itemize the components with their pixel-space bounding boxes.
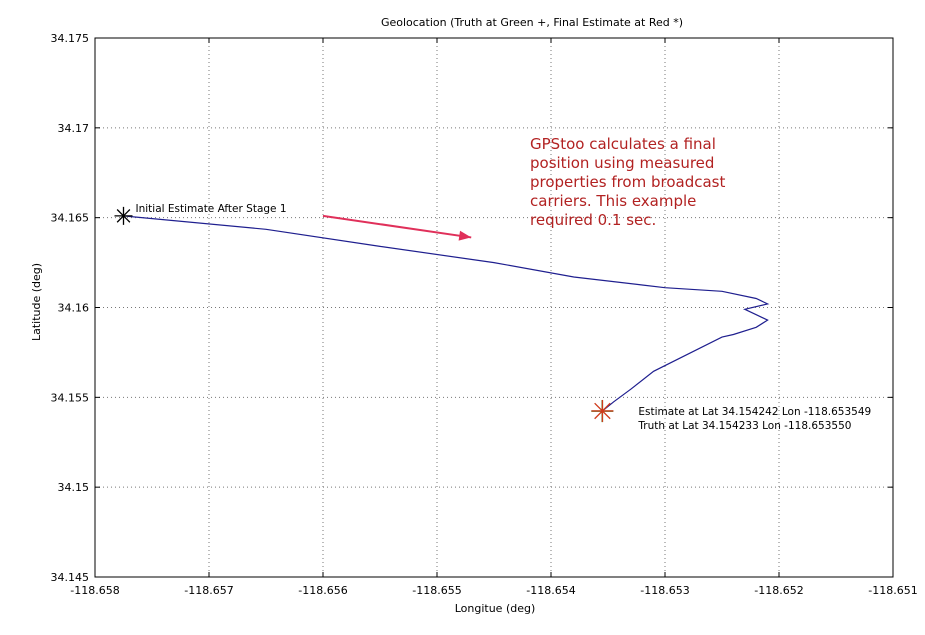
callout-line: GPStoo calculates a final: [530, 135, 716, 153]
callout-line: required 0.1 sec.: [530, 211, 656, 229]
callout-line: position using measured: [530, 154, 714, 172]
x-axis-title: Longitue (deg): [455, 602, 536, 615]
x-tick-label: -118.651: [868, 584, 917, 597]
x-tick-label: -118.658: [70, 584, 119, 597]
callout-line: properties from broadcast: [530, 173, 725, 191]
x-tick-label: -118.652: [754, 584, 803, 597]
y-tick-label: 34.165: [51, 212, 90, 225]
y-axis-title: Latitude (deg): [30, 263, 43, 341]
plot-area: -118.658 -118.657 -118.656 -118.655 -118.654…: [51, 32, 918, 597]
final-estimate-marker: [591, 399, 614, 422]
chart-title: Geolocation (Truth at Green +, Final Est…: [381, 16, 683, 29]
x-tick-label: -118.657: [184, 584, 233, 597]
y-tick-label: 34.16: [58, 302, 90, 315]
y-tick-label: 34.145: [51, 571, 90, 584]
callout-line: carriers. This example: [530, 192, 696, 210]
x-tick-label: -118.654: [526, 584, 575, 597]
y-tick-label: 34.155: [51, 391, 90, 404]
initial-estimate-marker: [114, 206, 133, 225]
truth-annotation: Truth at Lat 34.154233 Lon -118.653550: [637, 420, 851, 432]
x-tick-label: -118.656: [298, 584, 347, 597]
y-tick-label: 34.175: [51, 32, 90, 45]
callout-arrow-head: [458, 230, 472, 241]
trajectory-line: [123, 215, 770, 412]
plot-frame: [94, 37, 894, 578]
x-tick-label: -118.655: [412, 584, 461, 597]
estimate-annotation: Estimate at Lat 34.154242 Lon -118.65354…: [638, 406, 871, 418]
x-tick-label: -118.653: [640, 584, 689, 597]
y-tick-label: 34.17: [58, 122, 90, 135]
initial-estimate-label: Initial Estimate After Stage 1: [136, 203, 287, 215]
y-tick-label: 34.15: [58, 481, 90, 494]
callout-arrow-shaft: [322, 214, 472, 239]
